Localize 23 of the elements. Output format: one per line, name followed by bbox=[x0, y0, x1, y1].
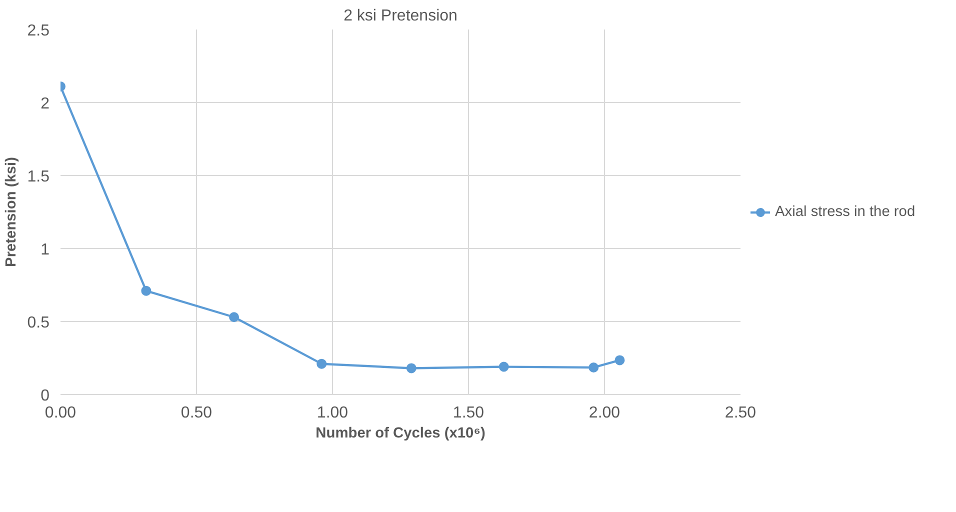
point bbox=[141, 286, 152, 296]
y-tick-label: 0.5 bbox=[27, 314, 50, 332]
point bbox=[498, 362, 509, 372]
y-tick-label: 2 bbox=[40, 96, 50, 112]
y-tick-label: 2.5 bbox=[27, 22, 50, 40]
point bbox=[588, 362, 599, 372]
y-tick-label: 0 bbox=[40, 388, 50, 404]
legend-label: Axial stress in the rod bbox=[775, 204, 916, 220]
point bbox=[614, 355, 625, 366]
x-axis-title: Number of Cycles (x10⁶) bbox=[316, 426, 486, 442]
y-tick-label: 1.5 bbox=[27, 168, 50, 186]
y-tick-label: 1 bbox=[40, 242, 50, 258]
chart-title: 2 ksi Pretension bbox=[344, 8, 458, 24]
x-tick-label: 2.00 bbox=[588, 404, 620, 422]
x-tick-label: 1.50 bbox=[452, 404, 484, 422]
x-tick-label: 1.00 bbox=[316, 404, 348, 422]
point bbox=[406, 363, 416, 374]
x-tick-label: 0.50 bbox=[180, 404, 212, 422]
x-tick-label: 2.50 bbox=[724, 404, 756, 422]
point bbox=[229, 312, 240, 322]
y-axis-title: Pretension (ksi) bbox=[3, 156, 20, 267]
x-tick-label: 0.00 bbox=[44, 404, 76, 422]
point bbox=[316, 358, 327, 369]
